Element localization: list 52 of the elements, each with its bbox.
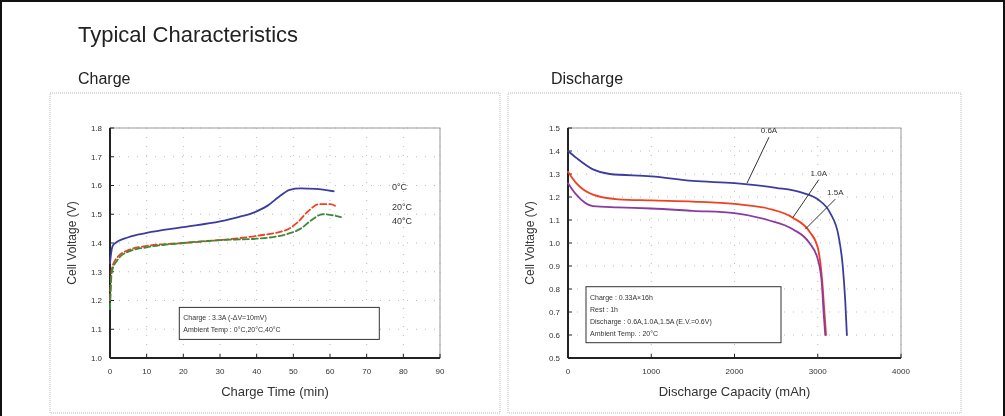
- y-tick-label: 1.5: [90, 210, 103, 220]
- y-axis-title: Cell Voltage (V): [65, 201, 79, 285]
- y-tick-label: 1.4: [548, 146, 561, 156]
- x-tick-label: 0: [565, 367, 571, 376]
- annotation: 1.0A: [810, 168, 828, 178]
- annotation: 1.5A: [827, 188, 845, 198]
- y-tick-label: 0.7: [548, 307, 561, 317]
- y-tick-label: 1.1: [548, 215, 561, 225]
- line-series: [567, 150, 848, 336]
- y-tick-label: 0.8: [548, 284, 561, 294]
- chart-title: Typical Characteristics: [78, 22, 299, 47]
- x-tick-label: 70: [362, 367, 372, 376]
- x-tick-label: 3000: [808, 367, 828, 376]
- y-tick-label: 1.1: [90, 325, 103, 335]
- y-tick-label: 1.3: [90, 267, 103, 277]
- chart-subtitle: Charge: [78, 70, 131, 87]
- y-tick-label: 1.4: [90, 238, 103, 248]
- x-tick-label: 60: [325, 367, 335, 376]
- line-series: [109, 187, 335, 265]
- annotation: 0.6A: [760, 126, 778, 136]
- text: 0°C: [392, 182, 408, 193]
- text: 20°C: [392, 202, 413, 213]
- y-tick-label: 0.6: [548, 330, 561, 340]
- y-tick-label: 1.0: [90, 353, 103, 363]
- y-tick-label: 1.5: [548, 123, 561, 133]
- x-tick-label: 20: [178, 367, 189, 376]
- x-tick-label: 30: [215, 367, 225, 376]
- y-tick-label: 1.6: [90, 181, 103, 191]
- x-tick-label: 90: [435, 367, 445, 376]
- x-axis-title: Charge Time (min): [221, 384, 329, 399]
- y-tick-label: 0.9: [548, 261, 561, 271]
- y-axis-title: Cell Voltage (V): [523, 201, 537, 285]
- y-tick-label: 1.8: [90, 123, 103, 133]
- y-tick-label: 1.7: [90, 152, 103, 162]
- x-tick-label: 4000: [892, 367, 911, 376]
- x-tick-label: 2000: [725, 367, 744, 376]
- x-tick-label: 1000: [642, 367, 661, 376]
- line-series: [109, 213, 342, 311]
- x-tick-label: 0: [107, 367, 113, 376]
- x-axis-title: Discharge Capacity (mAh): [658, 384, 811, 399]
- y-tick-label: 1.2: [90, 296, 103, 306]
- y-tick-label: 0.5: [548, 353, 561, 363]
- y-tick-label: 1.2: [548, 192, 561, 202]
- text: 40°C: [392, 216, 413, 227]
- x-tick-label: 80: [398, 367, 409, 376]
- line-series: [109, 203, 339, 302]
- x-tick-label: 10: [142, 367, 152, 376]
- chart-title: Discharge: [551, 70, 624, 87]
- y-tick-label: 1.3: [548, 169, 561, 179]
- x-tick-label: 50: [288, 367, 299, 376]
- x-tick-label: 40: [252, 367, 262, 376]
- y-tick-label: 1.0: [548, 238, 561, 248]
